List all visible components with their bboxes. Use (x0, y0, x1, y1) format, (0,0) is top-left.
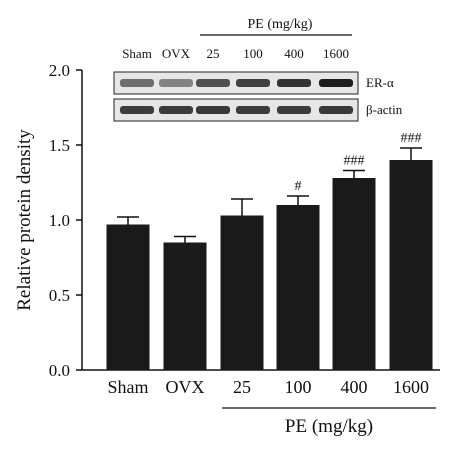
bar (163, 242, 207, 370)
blot-lane-label: 100 (243, 46, 263, 61)
x-tick-label: 25 (233, 377, 251, 397)
blot-row-label: ER-α (366, 75, 394, 90)
significance-label: ### (401, 131, 422, 146)
blot-band (196, 106, 230, 114)
blot-band (236, 79, 270, 87)
blot-lane-label: Sham (122, 46, 152, 61)
bar (332, 178, 376, 370)
bar (389, 160, 433, 370)
y-axis-label: Relative protein density (14, 129, 35, 311)
x-tick-label: 1600 (393, 377, 429, 397)
bar (276, 205, 320, 370)
significance-label: # (295, 179, 302, 194)
significance-label: ### (344, 154, 365, 169)
blot-band (319, 106, 353, 114)
blot-row-label: β-actin (366, 102, 403, 117)
blot-lane-label: 400 (284, 46, 304, 61)
blot-band (120, 79, 154, 87)
blot-lane-label: 1600 (323, 46, 349, 61)
x-tick-label: Sham (107, 377, 148, 397)
western-blot-inset: PE (mg/kg) Sham OVX 25 100 400 1600 ER-α β-actin (113, 17, 403, 122)
bar (220, 215, 264, 370)
blot-lane-label: OVX (162, 46, 191, 61)
blot-band (277, 79, 311, 87)
x-tick-label: 400 (341, 377, 368, 397)
x-tick-label: OVX (166, 377, 205, 397)
bar (106, 224, 150, 370)
blot-band (277, 106, 311, 114)
y-tick-label: 1.5 (49, 136, 70, 155)
group-axis-label: PE (mg/kg) (285, 416, 373, 437)
blot-band (120, 106, 154, 114)
y-tick-label: 2.0 (49, 61, 70, 80)
x-tick-label: 100 (285, 377, 312, 397)
bars-group: Sham OVX 25 #100 ### 400 ### 1600 (106, 131, 436, 409)
blot-band (159, 106, 193, 114)
blot-band (236, 106, 270, 114)
blot-band (159, 79, 193, 87)
blot-band (319, 79, 353, 87)
blot-band (196, 79, 230, 87)
blot-lane-label: 25 (207, 46, 220, 61)
y-tick-label: 0.0 (49, 361, 70, 380)
blot-header-label: PE (mg/kg) (248, 17, 313, 32)
y-tick-label: 0.5 (49, 286, 70, 305)
y-tick-label: 1.0 (49, 211, 70, 230)
